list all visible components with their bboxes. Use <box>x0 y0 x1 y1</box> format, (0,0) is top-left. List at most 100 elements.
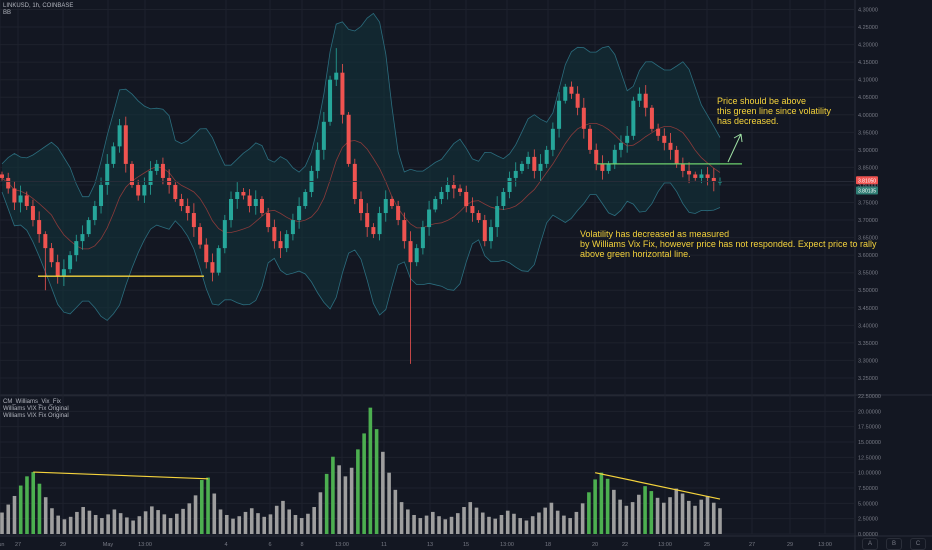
candle-body <box>575 93 580 108</box>
candle-body <box>222 220 227 249</box>
upper-annotation-line-3: has decreased. <box>717 116 779 126</box>
candle-body <box>346 114 351 164</box>
vix-bar <box>56 515 60 534</box>
candle-body <box>488 227 493 242</box>
vix-bar <box>662 502 666 534</box>
candle-body <box>680 163 685 171</box>
vix-bar <box>43 497 48 534</box>
candle-body <box>284 234 289 249</box>
candle-body <box>693 174 698 178</box>
candle-body <box>136 184 141 196</box>
price-tick-label: 3.60000 <box>858 253 878 259</box>
candle-body <box>705 174 710 178</box>
vix-bar <box>243 511 248 534</box>
vix-bar <box>143 511 148 534</box>
vix-bar <box>393 489 398 534</box>
candle-body <box>290 220 295 235</box>
candle-body <box>142 184 147 196</box>
candle-body <box>229 199 234 221</box>
candle-body <box>377 213 382 235</box>
candle-body <box>718 181 722 183</box>
candle-body <box>359 199 363 214</box>
vix-bar <box>424 515 429 534</box>
candle-body <box>408 241 413 263</box>
vix-bar <box>381 451 385 534</box>
vix-bar <box>256 513 260 534</box>
vix-bar <box>125 517 129 534</box>
vix-bar <box>630 502 635 534</box>
vix-bar <box>75 511 79 534</box>
candle-body <box>588 128 593 150</box>
vix-tick-label: 20.00000 <box>858 409 881 415</box>
candle-body <box>513 170 518 178</box>
candle-body <box>699 174 704 178</box>
candle-body <box>204 244 209 263</box>
time-tick-label: 25 <box>704 542 710 548</box>
vix-bar <box>231 518 235 534</box>
vix-bar <box>18 485 23 534</box>
price-tick-label: 3.70000 <box>858 218 878 224</box>
candle-body <box>451 184 456 189</box>
time-tick-label: 29 <box>60 542 66 548</box>
corner-button-a[interactable]: A <box>862 538 878 550</box>
vix-bar <box>487 516 491 534</box>
corner-button-b[interactable]: B <box>886 538 902 550</box>
vix-bar <box>287 509 291 534</box>
vix-bar <box>356 449 360 534</box>
symbol-title: LINKUSD, 1h, COINBASE <box>3 3 74 9</box>
candle-body <box>439 191 444 199</box>
candle-body <box>433 199 438 210</box>
vix-bar <box>505 510 510 534</box>
vix-bar <box>6 504 11 534</box>
candle-body <box>6 177 11 189</box>
time-tick-label: 8 <box>300 542 303 548</box>
candle-body <box>581 107 586 129</box>
candle-body <box>92 206 97 221</box>
candle-body <box>631 100 636 136</box>
vix-bar <box>512 513 516 534</box>
vix-tick-label: 17.50000 <box>858 425 881 431</box>
candle-body <box>247 195 252 207</box>
vix-bar <box>37 483 42 534</box>
candle-body <box>550 128 555 150</box>
candle-body <box>259 199 264 214</box>
vix-bar <box>718 508 722 534</box>
candle-body <box>606 163 611 171</box>
vix-bar <box>156 510 160 534</box>
time-tick-label: 15 <box>463 542 469 548</box>
vix-bar <box>680 493 685 534</box>
vix-bar <box>262 516 267 534</box>
vix-bar <box>100 518 104 534</box>
vix-bar <box>518 518 523 534</box>
vix-series-label-1: Williams VIX Fix Original <box>3 406 69 412</box>
candle-body <box>173 184 178 199</box>
vix-tick-label: 22.50000 <box>858 394 881 400</box>
bollinger-upper <box>1 12 721 198</box>
bb-indicator-label[interactable]: BB <box>3 10 12 16</box>
vix-bar <box>349 467 354 534</box>
candle-body <box>538 163 543 171</box>
vix-bar <box>12 495 17 534</box>
vix-series-label-2: Williams VIX Fix Original <box>3 413 69 419</box>
price-tick-label: 3.55000 <box>858 271 878 277</box>
vix-bar <box>655 497 660 534</box>
price-tick-label: 4.30000 <box>858 8 878 14</box>
price-tick-label: 3.80000 <box>858 183 878 189</box>
vix-bar <box>50 508 54 534</box>
candle-body <box>30 206 35 221</box>
vix-bar <box>593 479 597 534</box>
vix-title[interactable]: CM_Williams_Vix_Fix <box>3 399 61 405</box>
vix-bar <box>312 507 316 534</box>
candle-body <box>396 206 401 221</box>
vix-bar <box>418 518 423 534</box>
price-tick-label: 4.05000 <box>858 95 878 101</box>
vix-bar <box>605 478 610 534</box>
candle-body <box>334 72 339 80</box>
time-tick-label: 18 <box>545 542 551 548</box>
price-badge-bg <box>856 186 878 195</box>
vix-bar <box>468 502 473 534</box>
candle-body <box>687 170 692 175</box>
corner-button-c[interactable]: C <box>910 538 926 550</box>
time-tick-label: 29 <box>787 542 793 548</box>
